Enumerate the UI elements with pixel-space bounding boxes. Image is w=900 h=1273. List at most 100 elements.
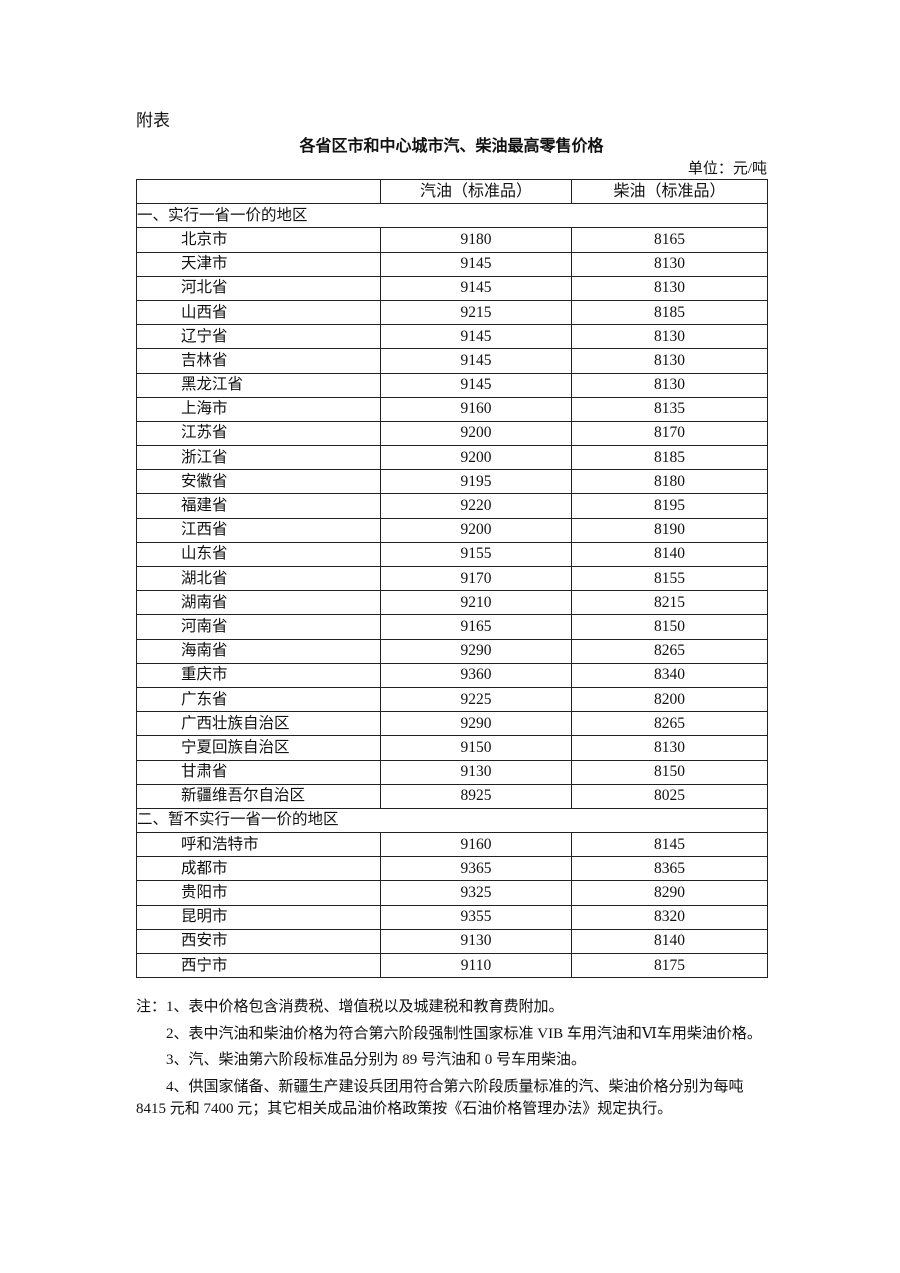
price-table: 汽油（标准品） 柴油（标准品） 一、实行一省一价的地区 北京市 9180 8165 天津… [136, 178, 768, 979]
gasoline-price: 9130 [380, 759, 572, 785]
diesel-price: 8130 [571, 348, 768, 374]
region-name: 吉林省 [136, 348, 381, 374]
region-name: 福建省 [136, 493, 381, 519]
diesel-price: 8140 [571, 928, 768, 955]
gasoline-price: 9145 [380, 324, 572, 350]
diesel-price: 8215 [571, 590, 768, 616]
gasoline-price: 9155 [380, 541, 572, 568]
diesel-price: 8150 [571, 759, 768, 785]
gasoline-price: 9150 [380, 735, 572, 761]
region-name: 河北省 [136, 275, 381, 301]
diesel-price: 8025 [571, 783, 768, 809]
region-name: 山东省 [136, 541, 381, 568]
region-name: 山西省 [136, 299, 381, 326]
diesel-price: 8180 [571, 469, 768, 495]
diesel-price: 8130 [571, 251, 768, 277]
gasoline-price: 9290 [380, 638, 572, 664]
gasoline-price: 9365 [380, 856, 572, 882]
diesel-price: 8265 [571, 711, 768, 737]
region-name: 上海市 [136, 396, 381, 422]
diesel-price: 8265 [571, 638, 768, 664]
table-row: 福建省 9220 8195 [136, 493, 768, 519]
diesel-price: 8140 [571, 541, 768, 568]
region-name: 呼和浩特市 [136, 832, 381, 858]
note-2: 2、表中汽油和柴油价格为符合第六阶段强制性国家标准 VIB 车用汽油和Ⅵ车用柴油… [166, 1025, 762, 1042]
table-row: 甘肃省 9130 8150 [136, 759, 768, 785]
region-name: 湖北省 [136, 565, 381, 592]
diesel-price: 8150 [571, 614, 768, 640]
appendix-label: 附表 [136, 111, 170, 130]
table-row: 安徽省 9195 8180 [136, 469, 768, 495]
region-name: 天津市 [136, 251, 381, 277]
header-gasoline: 汽油（标准品） [380, 178, 572, 205]
note-4: 4、供国家储备、新疆生产建设兵团用符合第六阶段质量标准的汽、柴油价格分别为每吨 … [136, 1078, 744, 1118]
diesel-price: 8170 [571, 420, 768, 447]
region-name: 西安市 [136, 928, 381, 955]
diesel-price: 8175 [571, 952, 768, 979]
region-name: 甘肃省 [136, 759, 381, 785]
region-name: 成都市 [136, 856, 381, 882]
region-name: 河南省 [136, 614, 381, 640]
region-name: 湖南省 [136, 590, 381, 616]
header-diesel: 柴油（标准品） [571, 178, 768, 205]
diesel-price: 8365 [571, 856, 768, 882]
diesel-price: 8130 [571, 372, 768, 398]
region-name: 安徽省 [136, 469, 381, 495]
gasoline-price: 9145 [380, 275, 572, 301]
table-row: 湖南省 9210 8215 [136, 590, 768, 616]
gasoline-price: 9145 [380, 348, 572, 374]
diesel-price: 8190 [571, 517, 768, 543]
table-row: 西安市 9130 8140 [136, 928, 768, 955]
region-name: 贵阳市 [136, 880, 381, 906]
gasoline-price: 9180 [380, 227, 572, 253]
gasoline-price: 9200 [380, 420, 572, 447]
gasoline-price: 9145 [380, 372, 572, 398]
diesel-price: 8155 [571, 565, 768, 592]
section-row: 一、实行一省一价的地区 [136, 203, 768, 229]
table-row: 山东省 9155 8140 [136, 541, 768, 568]
gasoline-price: 9160 [380, 832, 572, 858]
table-row: 呼和浩特市 9160 8145 [136, 832, 768, 858]
table-row: 河北省 9145 8130 [136, 275, 768, 301]
table-header-row: 汽油（标准品） 柴油（标准品） [136, 178, 768, 205]
diesel-price: 8185 [571, 445, 768, 471]
section-label: 一、实行一省一价的地区 [136, 203, 768, 229]
gasoline-price: 9200 [380, 445, 572, 471]
diesel-price: 8200 [571, 686, 768, 713]
gasoline-price: 9215 [380, 299, 572, 326]
gasoline-price: 9195 [380, 469, 572, 495]
table-row: 重庆市 9360 8340 [136, 662, 768, 688]
gasoline-price: 8925 [380, 783, 572, 809]
table-row: 广东省 9225 8200 [136, 686, 768, 713]
section-row: 二、暂不实行一省一价的地区 [136, 807, 768, 834]
table-row: 天津市 9145 8130 [136, 251, 768, 277]
table-row: 黑龙江省 9145 8130 [136, 372, 768, 398]
region-name: 西宁市 [136, 952, 381, 979]
notes: 注：1、表中价格包含消费税、增值税以及城建税和教育费附加。 2、表中汽油和柴油价… [136, 996, 772, 1125]
table-row: 海南省 9290 8265 [136, 638, 768, 664]
table-row: 宁夏回族自治区 9150 8130 [136, 735, 768, 761]
region-name: 黑龙江省 [136, 372, 381, 398]
table-row: 江西省 9200 8190 [136, 517, 768, 543]
region-name: 浙江省 [136, 445, 381, 471]
table-row: 河南省 9165 8150 [136, 614, 768, 640]
gasoline-price: 9360 [380, 662, 572, 688]
section-label: 二、暂不实行一省一价的地区 [136, 807, 768, 834]
table-row: 广西壮族自治区 9290 8265 [136, 711, 768, 737]
gasoline-price: 9325 [380, 880, 572, 906]
table-row: 江苏省 9200 8170 [136, 420, 768, 447]
diesel-price: 8130 [571, 324, 768, 350]
gasoline-price: 9160 [380, 396, 572, 422]
region-name: 昆明市 [136, 904, 381, 930]
table-row: 昆明市 9355 8320 [136, 904, 768, 930]
unit-label: 单位：元/吨 [687, 161, 767, 177]
diesel-price: 8195 [571, 493, 768, 519]
gasoline-price: 9165 [380, 614, 572, 640]
gasoline-price: 9355 [380, 904, 572, 930]
region-name: 江西省 [136, 517, 381, 543]
diesel-price: 8165 [571, 227, 768, 253]
region-name: 重庆市 [136, 662, 381, 688]
region-name: 新疆维吾尔自治区 [136, 783, 381, 809]
diesel-price: 8135 [571, 396, 768, 422]
table-row: 湖北省 9170 8155 [136, 565, 768, 592]
